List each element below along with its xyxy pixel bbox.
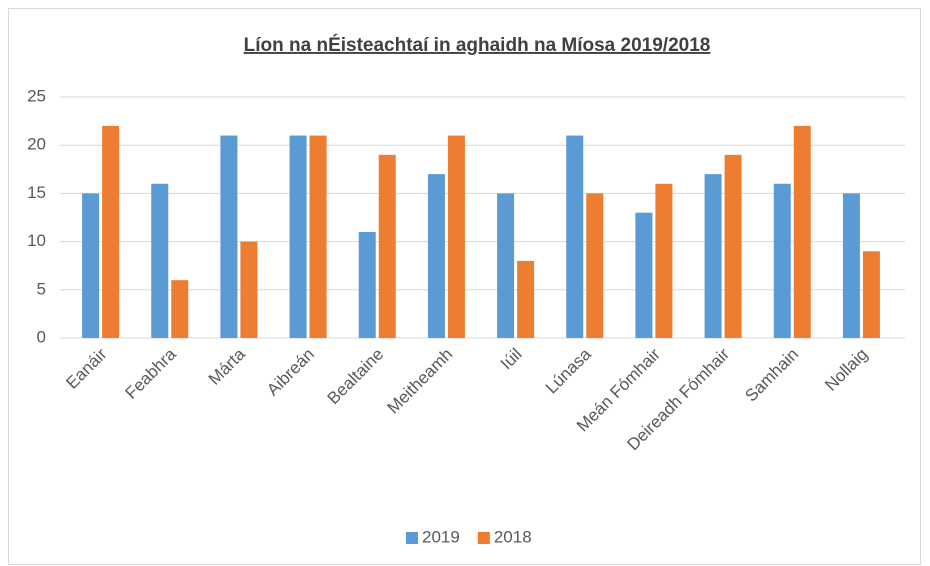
- legend-label: 2018: [494, 527, 532, 546]
- bar: [378, 154, 396, 338]
- chart-title: Líon na nÉisteachtaí in aghaidh na Míosa…: [244, 34, 711, 56]
- bar: [517, 260, 535, 338]
- bar: [566, 135, 584, 338]
- bar: [773, 183, 791, 338]
- bar: [586, 193, 604, 338]
- bar: [358, 231, 376, 338]
- bar: [793, 125, 811, 338]
- legend-label: 2019: [422, 527, 460, 546]
- bar: [842, 193, 860, 338]
- bar: [309, 135, 327, 338]
- y-tick-label: 15: [27, 183, 46, 202]
- bar: [447, 135, 465, 338]
- y-tick-label: 25: [27, 86, 46, 105]
- bar: [171, 280, 189, 338]
- bar: [102, 125, 120, 338]
- bar: [427, 174, 445, 338]
- bar: [220, 135, 238, 338]
- bar: [82, 193, 100, 338]
- y-tick-label: 10: [27, 231, 46, 250]
- bar: [240, 241, 258, 338]
- bar: [704, 174, 722, 338]
- bar: [862, 251, 880, 338]
- bar: [724, 154, 742, 338]
- bar: [289, 135, 307, 338]
- legend-swatch: [406, 532, 418, 544]
- bar: [655, 183, 673, 338]
- legend-swatch: [477, 532, 490, 544]
- y-tick-label: 20: [27, 135, 46, 154]
- y-tick-label: 5: [37, 279, 46, 298]
- bar: [635, 212, 653, 338]
- y-tick-label: 0: [37, 327, 46, 346]
- bar: [497, 193, 515, 338]
- bar: [151, 183, 169, 338]
